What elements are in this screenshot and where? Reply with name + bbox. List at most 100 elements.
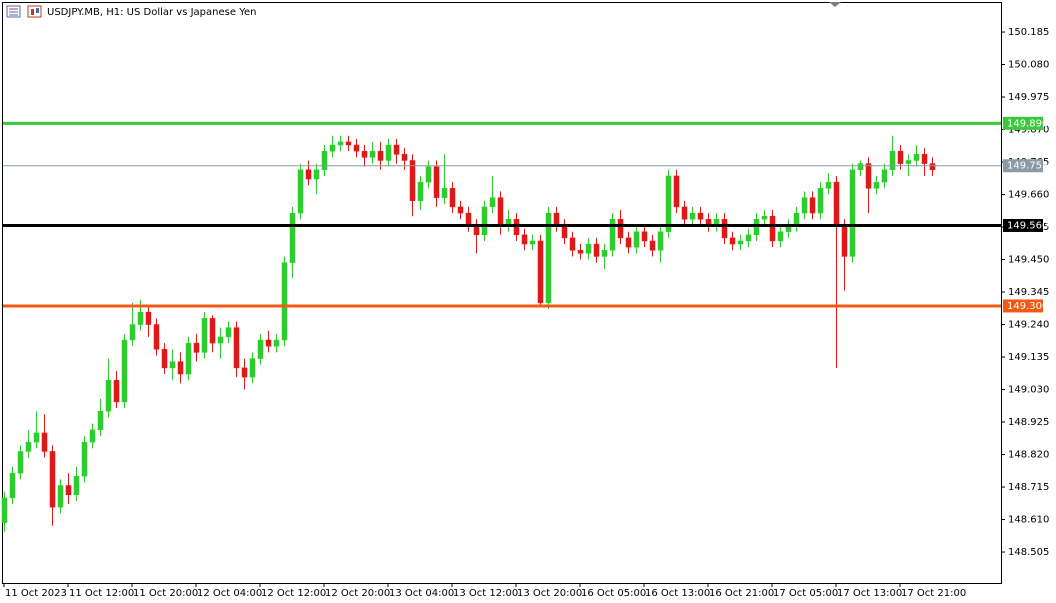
- candle-body: [241, 367, 248, 378]
- candle-body: [681, 206, 688, 220]
- candle-body: [737, 240, 744, 245]
- candle-body: [17, 451, 24, 474]
- candle-body: [905, 160, 912, 164]
- candle-body: [633, 231, 640, 248]
- candle-body: [65, 485, 72, 496]
- candle-body: [497, 197, 504, 226]
- candle-body: [289, 212, 296, 263]
- candle-body: [145, 311, 152, 325]
- y-tick-label: 148.610: [1008, 515, 1049, 526]
- y-tick-label: 150.080: [1008, 60, 1049, 71]
- candle-body: [753, 219, 760, 236]
- candle-body: [697, 212, 704, 220]
- candle-body: [57, 485, 64, 508]
- x-tick-label: 17 Oct 05:00: [773, 588, 838, 599]
- candle-body: [625, 237, 632, 248]
- candle-body: [601, 249, 608, 257]
- candle-body: [169, 361, 176, 369]
- candle-body: [209, 318, 216, 344]
- candle-body: [217, 336, 224, 344]
- candle-body: [1, 497, 8, 523]
- candle-body: [529, 240, 536, 245]
- candle-body: [801, 197, 808, 214]
- candle-body: [385, 144, 392, 161]
- x-tick-label: 16 Oct 21:00: [709, 588, 774, 599]
- candle-body: [761, 215, 768, 220]
- candle-body: [225, 327, 232, 338]
- candle-body: [185, 342, 192, 375]
- candle-body: [121, 339, 128, 403]
- y-tick-label: 149.135: [1008, 352, 1049, 363]
- candle-body: [233, 327, 240, 369]
- candle-body: [345, 141, 352, 146]
- chart-title: USDJPY.MB, H1: US Dollar vs Japanese Yen: [47, 7, 256, 18]
- candle-body: [433, 166, 440, 198]
- candle-body: [73, 475, 80, 496]
- candle-body: [561, 225, 568, 239]
- y-tick-label: 149.030: [1008, 385, 1049, 396]
- candle-body: [49, 451, 56, 508]
- candle-body: [193, 342, 200, 353]
- candle-body: [857, 163, 864, 171]
- candle-body: [465, 212, 472, 226]
- candle-body: [97, 410, 104, 431]
- candle-body: [913, 154, 920, 161]
- candle-body: [273, 339, 280, 347]
- x-tick-label: 13 Oct 12:00: [453, 588, 518, 599]
- candle-body: [377, 150, 384, 161]
- candle-body: [409, 160, 416, 201]
- candle-body: [833, 181, 840, 226]
- candle-body: [889, 150, 896, 171]
- candle-body: [9, 472, 16, 499]
- candle-body: [825, 181, 832, 189]
- candle-body: [401, 154, 408, 161]
- candle-body: [89, 429, 96, 443]
- candle-body: [777, 231, 784, 242]
- x-tick-label: 16 Oct 13:00: [645, 588, 710, 599]
- candle-body: [745, 234, 752, 242]
- price-label-bg: [1003, 299, 1043, 313]
- candle-body: [201, 318, 208, 353]
- price-label-bg: [1003, 116, 1043, 130]
- candle-body: [553, 212, 560, 226]
- x-tick-label: 11 Oct 2023: [5, 588, 67, 599]
- candle-body: [873, 181, 880, 189]
- candle-body: [673, 175, 680, 208]
- candle-body: [897, 150, 904, 164]
- candle-body: [721, 219, 728, 239]
- candle-body: [137, 311, 144, 325]
- candle-body: [449, 188, 456, 208]
- candle-body: [177, 361, 184, 375]
- candle-body: [257, 339, 264, 359]
- candle-body: [729, 237, 736, 245]
- x-tick-label: 11 Oct 20:00: [133, 588, 198, 599]
- candle-body: [921, 154, 928, 164]
- candle-body: [657, 231, 664, 251]
- price-label: 149.560: [1007, 220, 1048, 231]
- y-tick-label: 149.870: [1008, 125, 1049, 136]
- candle-body: [369, 150, 376, 158]
- candle-body: [665, 175, 672, 232]
- candle-body: [585, 243, 592, 254]
- candle-body: [249, 358, 256, 378]
- candle-body: [817, 188, 824, 214]
- candle-body: [649, 240, 656, 251]
- candle-body: [513, 219, 520, 236]
- candle-body: [841, 225, 848, 257]
- candle-body: [313, 169, 320, 180]
- y-tick-label: 150.185: [1008, 27, 1049, 38]
- price-label-bg: [1003, 218, 1043, 232]
- y-tick-label: 149.345: [1008, 287, 1049, 298]
- candle-body: [489, 197, 496, 208]
- candle-body: [689, 212, 696, 220]
- x-tick-label: 11 Oct 12:00: [69, 588, 134, 599]
- candle-body: [929, 163, 936, 171]
- candle-body: [81, 441, 88, 477]
- candle-body: [809, 197, 816, 214]
- candle-body: [425, 166, 432, 183]
- candle-body: [305, 169, 312, 180]
- x-tick-label: 16 Oct 05:00: [581, 588, 646, 599]
- candle-body: [569, 237, 576, 251]
- x-tick-label: 13 Oct 04:00: [389, 588, 454, 599]
